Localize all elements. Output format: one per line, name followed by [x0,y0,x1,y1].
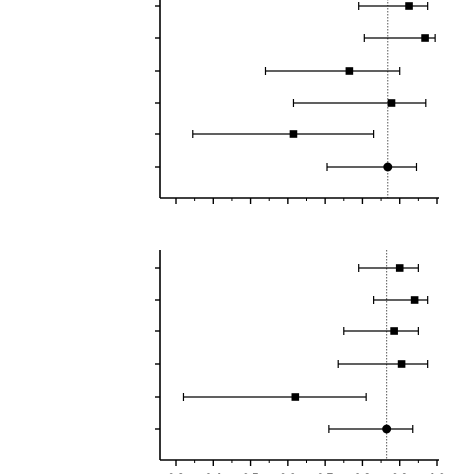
study-estimate-marker [410,296,419,304]
overall-estimate-marker [383,162,393,172]
study-estimate-marker [397,360,406,368]
study-estimate-marker [345,67,354,75]
overall-estimate-marker [382,424,392,434]
study-estimate-marker [390,327,398,335]
study-estimate-marker [421,34,429,42]
study-estimate-marker [291,393,300,401]
panel-b: 0.30.40.50.60.70.80.91.0 [155,250,445,474]
study-estimate-marker [395,264,404,272]
study-estimate-marker [405,2,413,10]
study-estimate-marker [387,99,396,107]
study-estimate-marker [289,130,298,138]
panel-a [155,0,439,204]
